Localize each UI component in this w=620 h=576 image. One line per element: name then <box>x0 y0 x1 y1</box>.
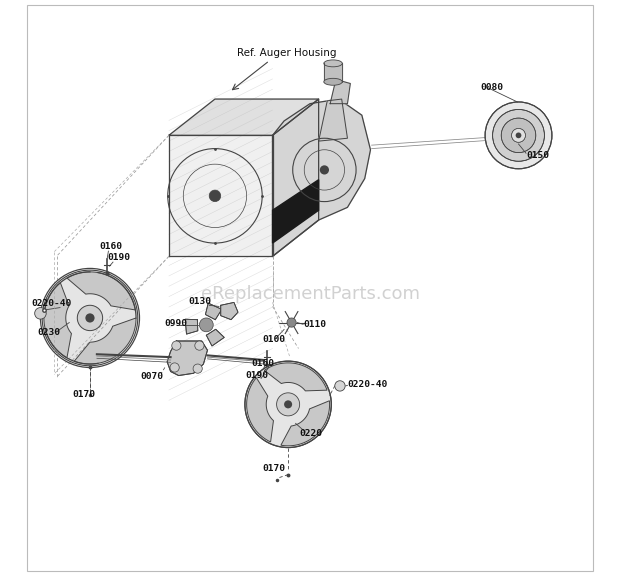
Text: 0220: 0220 <box>299 429 322 438</box>
Polygon shape <box>206 329 224 346</box>
Circle shape <box>335 381 345 391</box>
Text: 0160: 0160 <box>100 242 123 251</box>
Polygon shape <box>169 99 319 135</box>
Polygon shape <box>167 341 208 376</box>
Circle shape <box>200 318 213 332</box>
Circle shape <box>172 341 181 350</box>
Circle shape <box>195 341 204 350</box>
Polygon shape <box>74 318 136 364</box>
Polygon shape <box>273 180 319 243</box>
Circle shape <box>170 363 179 372</box>
Text: 0100: 0100 <box>263 335 286 344</box>
Ellipse shape <box>324 78 342 85</box>
Circle shape <box>78 305 103 331</box>
Circle shape <box>493 109 544 161</box>
Circle shape <box>485 102 552 169</box>
Text: eReplacementParts.com: eReplacementParts.com <box>200 285 420 303</box>
Text: 0190: 0190 <box>246 371 268 380</box>
Circle shape <box>516 132 521 138</box>
Circle shape <box>86 313 95 323</box>
Circle shape <box>284 400 292 408</box>
Circle shape <box>277 393 299 416</box>
Polygon shape <box>247 378 273 442</box>
Text: 0220-40: 0220-40 <box>31 300 71 308</box>
Circle shape <box>35 308 46 319</box>
Text: 0160: 0160 <box>251 359 274 368</box>
Polygon shape <box>221 302 238 320</box>
Polygon shape <box>44 283 71 358</box>
Polygon shape <box>273 99 319 256</box>
Circle shape <box>512 128 525 142</box>
Polygon shape <box>205 303 222 320</box>
Text: 0170: 0170 <box>263 464 286 473</box>
Text: Ref. Auger Housing: Ref. Auger Housing <box>237 48 337 58</box>
Circle shape <box>193 364 202 373</box>
Polygon shape <box>67 272 135 310</box>
Text: 0990: 0990 <box>165 319 188 328</box>
Polygon shape <box>319 99 347 141</box>
Polygon shape <box>169 135 273 256</box>
Polygon shape <box>264 363 327 391</box>
Circle shape <box>501 118 536 153</box>
Text: 0190: 0190 <box>107 253 130 262</box>
Circle shape <box>209 190 221 202</box>
Polygon shape <box>324 63 342 82</box>
Polygon shape <box>185 319 198 334</box>
Circle shape <box>320 165 329 175</box>
Polygon shape <box>273 99 371 256</box>
Ellipse shape <box>324 60 342 67</box>
Text: 0230: 0230 <box>37 328 60 337</box>
Polygon shape <box>330 79 350 104</box>
Circle shape <box>287 318 296 327</box>
Text: 0110: 0110 <box>303 320 326 329</box>
Text: 0070: 0070 <box>140 372 163 381</box>
Text: 0220-40: 0220-40 <box>347 380 388 389</box>
Circle shape <box>42 270 138 366</box>
Polygon shape <box>281 401 330 446</box>
Circle shape <box>245 361 331 448</box>
Text: 0150: 0150 <box>526 151 549 160</box>
Text: 0170: 0170 <box>73 391 95 399</box>
Text: 0080: 0080 <box>480 83 503 92</box>
Text: 0130: 0130 <box>188 297 211 306</box>
